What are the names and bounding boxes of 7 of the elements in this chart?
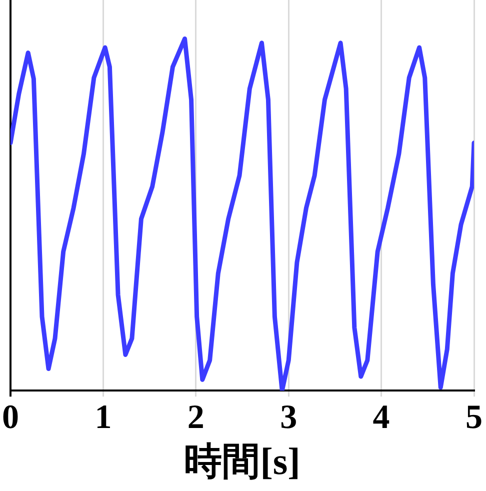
x-tick-label: 0 [2, 398, 19, 436]
x-tick-label: 1 [94, 398, 112, 436]
x-tick-label: 5 [466, 398, 482, 436]
x-axis-title: 時間[s] [184, 441, 300, 484]
x-tick-label: 2 [187, 398, 204, 436]
x-tick-label: 3 [280, 398, 298, 436]
x-tick-label: 4 [372, 398, 390, 436]
